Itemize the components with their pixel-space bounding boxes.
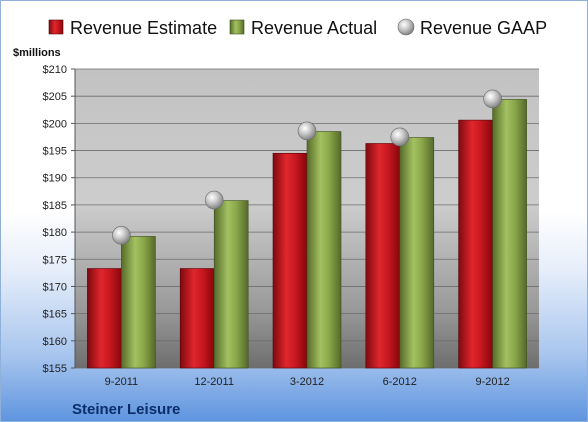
revenue-estimate-bar	[272, 152, 308, 369]
revenue-gaap-marker	[483, 89, 502, 109]
y-tick-label: $160	[43, 336, 67, 348]
y-tick-label: $165	[43, 309, 67, 321]
y-tick-label: $190	[43, 173, 67, 185]
bar-series-layer	[87, 89, 527, 369]
revenue-actual-bar	[399, 137, 435, 369]
revenue-actual-bar	[213, 200, 249, 369]
revenue-actual-bar	[492, 99, 527, 369]
y-tick-label: $170	[43, 281, 67, 293]
x-axis: 9-2011 12-2011 3-2012 6-2012 9-2012	[105, 376, 510, 388]
y-tick-label: $175	[43, 254, 67, 266]
revenue-estimate-bar	[87, 268, 122, 369]
y-tick-label: $185	[43, 200, 67, 212]
revenue-gaap-marker	[204, 190, 224, 210]
x-tick-label: 9-2011	[105, 376, 138, 388]
legend-label: Revenue GAAP	[420, 18, 547, 38]
revenue-gaap-marker	[390, 127, 410, 147]
y-tick-label: $205	[43, 91, 67, 103]
x-tick-label: 9-2012	[475, 376, 509, 388]
revenue-estimate-bar	[365, 143, 401, 369]
revenue-estimate-bar	[179, 268, 215, 369]
legend-swatch	[229, 19, 245, 35]
legend-swatch	[397, 18, 415, 36]
x-tick-label: 3-2012	[290, 376, 324, 388]
legend: Revenue Estimate Revenue Actual Revenue GA…	[48, 18, 547, 38]
y-axis-unit-label: $millions	[13, 47, 61, 59]
legend-swatch	[48, 19, 64, 35]
y-tick-label: $180	[43, 227, 67, 239]
revenue-gaap-marker	[297, 121, 317, 141]
y-tick-label: $155	[43, 363, 67, 375]
y-axis: $155 $160 $165 $170 $175 $180 $185 $190 $195 $200…	[43, 64, 76, 375]
revenue-estimate-bar	[458, 119, 493, 369]
x-tick-label: 12-2011	[194, 376, 234, 388]
revenue-actual-bar	[121, 236, 156, 369]
legend-label: Revenue Actual	[251, 18, 377, 38]
legend-label: Revenue Estimate	[70, 18, 217, 38]
revenue-gaap-marker	[112, 226, 131, 245]
company-name-caption: Steiner Leisure	[72, 401, 180, 418]
y-tick-label: $210	[43, 64, 67, 76]
x-tick-label: 6-2012	[383, 376, 417, 388]
y-tick-label: $195	[43, 146, 67, 158]
y-tick-label: $200	[43, 118, 67, 130]
revenue-actual-bar	[306, 131, 342, 369]
